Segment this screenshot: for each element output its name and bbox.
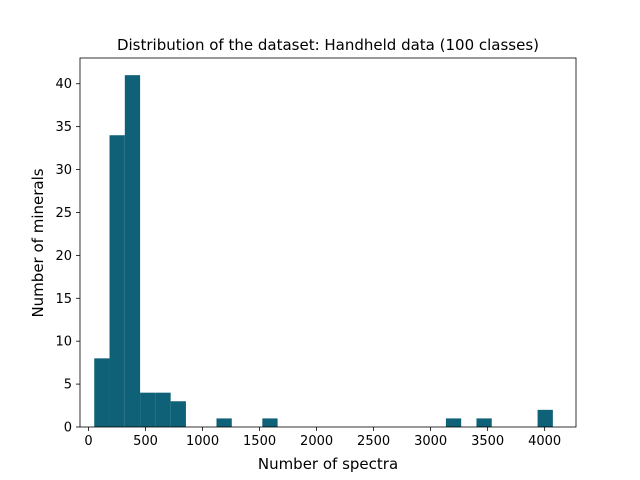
histogram-bar-7 — [262, 418, 278, 427]
x-tick-label: 0 — [84, 434, 92, 449]
y-axis-ticks: 0 5 10 15 20 25 30 35 40 — [55, 77, 80, 436]
x-tick-label: 2500 — [357, 434, 390, 449]
y-tick-label: 15 — [55, 292, 72, 307]
histogram-bar-0 — [94, 358, 110, 427]
histogram-bar-6 — [216, 418, 232, 427]
x-tick-label: 4000 — [528, 434, 561, 449]
plot-frame — [79, 57, 577, 428]
x-tick-label: 3500 — [471, 434, 504, 449]
y-tick-label: 0 — [64, 421, 72, 436]
histogram-bar-9 — [476, 418, 492, 427]
histogram-bar-8 — [445, 418, 462, 427]
y-axis-label: Number of minerals — [29, 168, 47, 317]
y-tick-label: 20 — [55, 249, 72, 264]
x-tick-label: 1000 — [186, 434, 219, 449]
histogram-bars — [94, 75, 553, 428]
x-tick-label: 2000 — [300, 434, 333, 449]
histogram-bar-4 — [155, 392, 171, 427]
chart-title: Distribution of the dataset: Handheld da… — [117, 36, 539, 54]
x-axis-label: Number of spectra — [258, 455, 398, 473]
x-axis-ticks: 0 500 1000 1500 2000 2500 3000 3500 4000 — [84, 427, 561, 449]
histogram-bar-2 — [124, 75, 141, 427]
y-tick-label: 30 — [55, 163, 72, 178]
histogram-bar-1 — [109, 135, 125, 428]
histogram-bar-3 — [140, 392, 156, 427]
x-tick-label: 500 — [133, 434, 158, 449]
y-tick-label: 25 — [55, 206, 72, 221]
y-tick-label: 40 — [55, 77, 72, 92]
x-tick-label: 3000 — [414, 434, 447, 449]
x-tick-label: 1500 — [243, 434, 276, 449]
y-tick-label: 5 — [64, 378, 72, 393]
histogram-bar-5 — [170, 401, 186, 427]
y-tick-label: 10 — [55, 335, 72, 350]
y-tick-label: 35 — [55, 120, 72, 135]
histogram-bar-10 — [537, 409, 553, 427]
